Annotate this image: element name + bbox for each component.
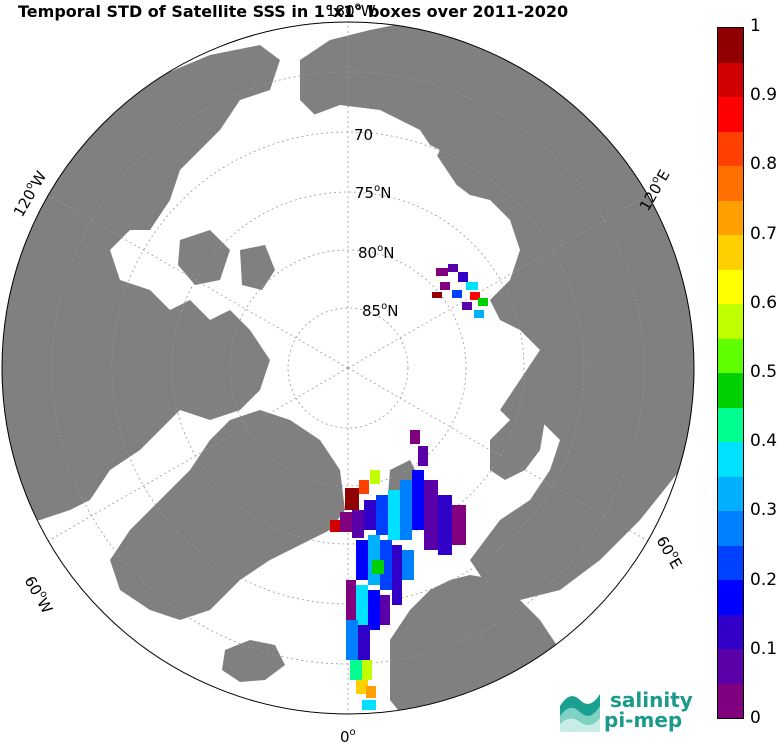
colorbar-tick-label: 0.2 bbox=[750, 569, 778, 590]
colorbar-tick-label: 0.3 bbox=[750, 500, 778, 521]
colorbar-tick-label: 0 bbox=[750, 708, 761, 728]
polar-map: 70 75oN 80oN 85oN 0o 60oW 120oW 180oW 12… bbox=[1, 1, 695, 746]
lon-label-60w: 60oW bbox=[21, 573, 58, 617]
colorbar-segment bbox=[718, 235, 743, 270]
colorbar-segment bbox=[718, 28, 743, 63]
logo-text-pimep: pi-mep bbox=[604, 708, 683, 732]
land-iceland bbox=[222, 640, 285, 682]
lat-label-80: 80oN bbox=[358, 243, 394, 262]
colorbar-segment bbox=[718, 683, 743, 718]
colorbar-tick-label: 0.5 bbox=[750, 362, 778, 382]
colorbar-segment bbox=[718, 97, 743, 132]
colorbar-tick-label: 0.7 bbox=[750, 223, 778, 244]
colorbar-segment bbox=[718, 269, 743, 304]
colorbar-segment bbox=[718, 304, 743, 339]
map-border bbox=[1, 21, 695, 715]
colorbar-segment bbox=[718, 373, 743, 408]
lon-label-0: 0o bbox=[340, 727, 356, 746]
lat-label-85: 85oN bbox=[362, 301, 398, 320]
land-archipelago-3 bbox=[148, 315, 185, 360]
colorbar-segment bbox=[718, 62, 743, 97]
land-archipelago-2 bbox=[240, 245, 275, 290]
colorbar-segment bbox=[718, 580, 743, 615]
land-archipelago-1 bbox=[178, 230, 230, 285]
logo-text-salinity: salinity bbox=[610, 688, 693, 712]
colorbar bbox=[717, 27, 744, 719]
land-eurasia bbox=[300, 22, 694, 600]
ice-siberia bbox=[300, 105, 460, 200]
lat-label-75: 75oN bbox=[355, 183, 391, 202]
colorbar-segment bbox=[718, 166, 743, 201]
colorbar-segment bbox=[718, 338, 743, 373]
colorbar-segment bbox=[718, 511, 743, 546]
colorbar-segment bbox=[718, 200, 743, 235]
lon-label-180: 180oW bbox=[326, 1, 376, 20]
colorbar-segment bbox=[718, 131, 743, 166]
salinity-logo-icon bbox=[560, 694, 600, 732]
colorbar-tick-label: 0.4 bbox=[750, 431, 778, 452]
land-greenland bbox=[110, 410, 345, 620]
colorbar-segment bbox=[718, 442, 743, 477]
lon-label-60e: 60oE bbox=[653, 533, 687, 573]
colorbar-segment bbox=[718, 649, 743, 684]
colorbar-tick-label: 1 bbox=[750, 16, 761, 36]
colorbar-tick-label: 0.6 bbox=[750, 292, 778, 313]
lat-label-70: 70 bbox=[354, 126, 373, 144]
colorbar-segment bbox=[718, 614, 743, 649]
land-novaya-zemlya bbox=[490, 410, 545, 480]
colorbar-tick-label: 0.1 bbox=[750, 638, 778, 659]
colorbar-segment bbox=[718, 407, 743, 442]
page-title: Temporal STD of Satellite SSS in 1°x1° b… bbox=[18, 2, 569, 21]
colorbar-segment bbox=[718, 545, 743, 580]
std-cells-nordic bbox=[330, 430, 466, 710]
colorbar-tick-label: 0.8 bbox=[750, 154, 778, 175]
std-cells-laptev bbox=[432, 264, 488, 318]
colorbar-segment bbox=[718, 476, 743, 511]
colorbar-tick-label: 0.9 bbox=[750, 85, 778, 106]
land-north-america bbox=[2, 45, 280, 520]
